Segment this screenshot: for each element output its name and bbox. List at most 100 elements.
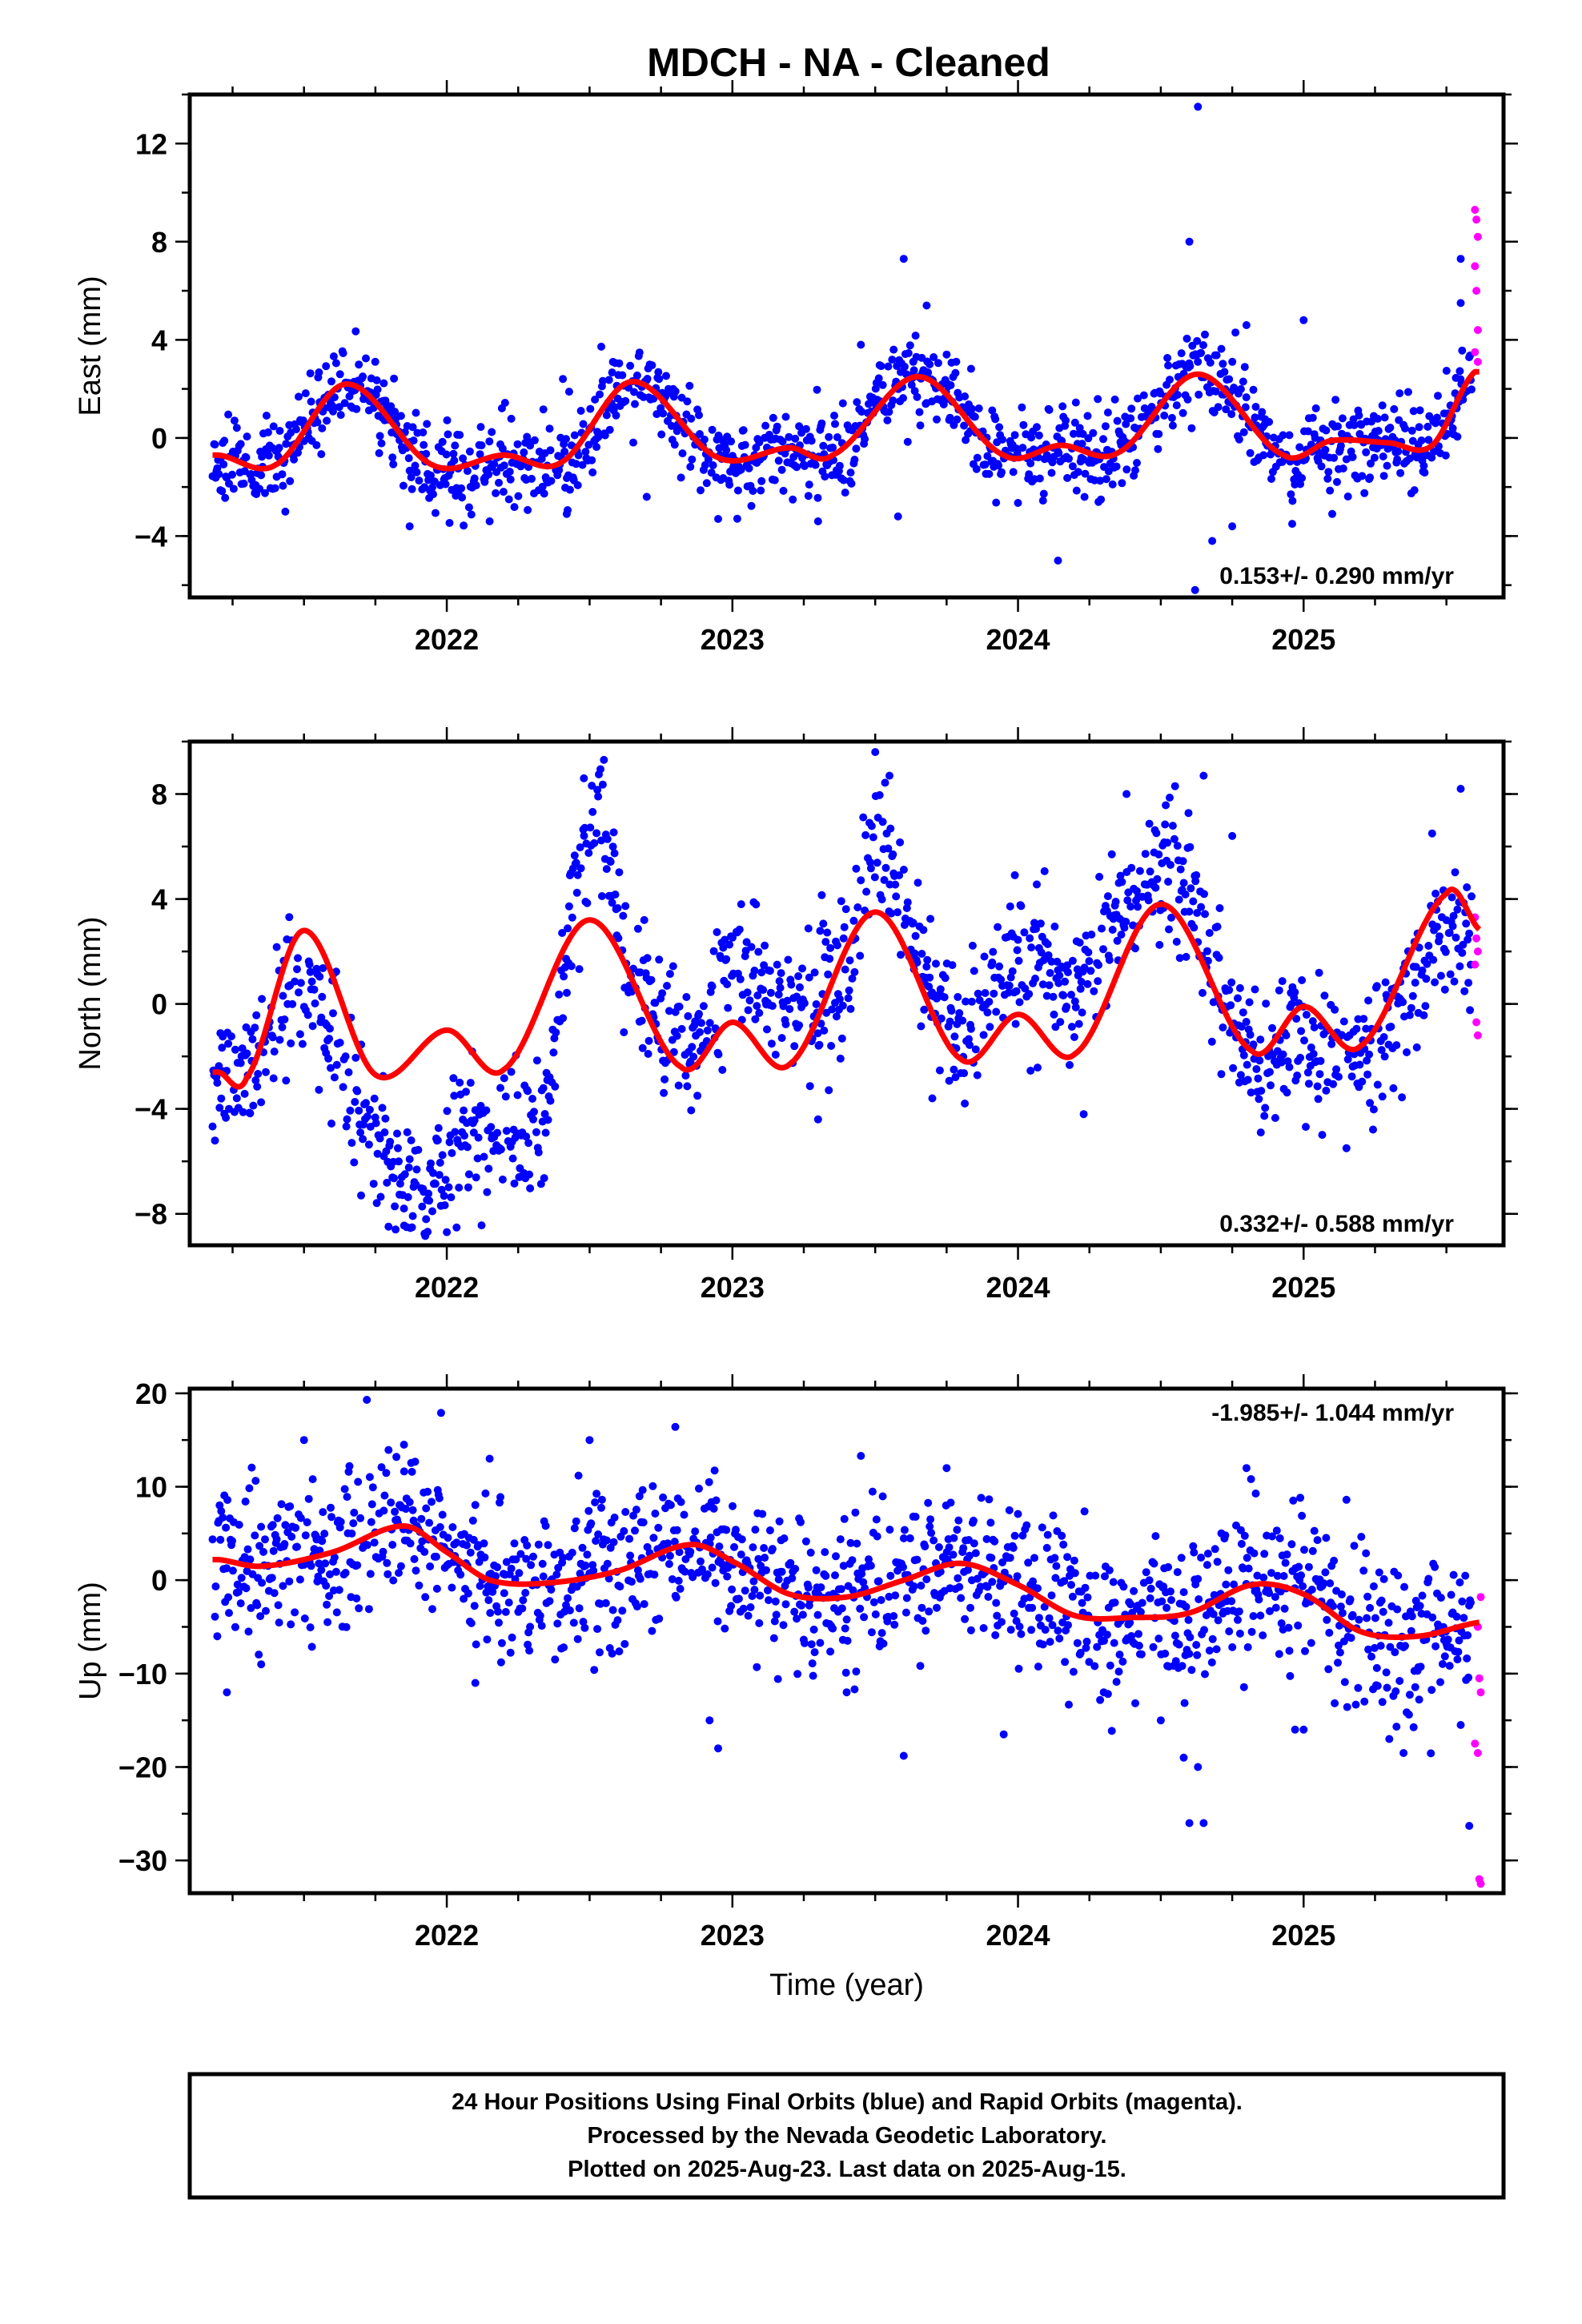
final-orbit-point xyxy=(391,1202,400,1211)
final-orbit-point xyxy=(751,1015,760,1023)
final-orbit-point xyxy=(1277,1058,1286,1067)
final-orbit-point xyxy=(318,1537,327,1546)
final-orbit-point xyxy=(1427,1749,1435,1758)
final-orbit-point xyxy=(668,1575,677,1583)
final-orbit-point xyxy=(1405,454,1414,463)
final-orbit-point xyxy=(1045,1614,1054,1622)
final-orbit-point xyxy=(806,1548,815,1557)
final-orbit-point xyxy=(1362,1549,1371,1558)
final-orbit-point xyxy=(648,1482,657,1490)
final-orbit-point xyxy=(909,919,917,927)
final-orbit-point xyxy=(1285,1063,1294,1072)
final-orbit-point xyxy=(528,1095,536,1103)
final-orbit-point xyxy=(347,1139,356,1148)
final-orbit-point xyxy=(1146,1584,1155,1593)
final-orbit-point xyxy=(255,485,264,493)
final-orbit-point xyxy=(615,1647,624,1656)
final-orbit-point xyxy=(713,928,721,936)
final-orbit-point xyxy=(376,1192,385,1201)
final-orbit-point xyxy=(1151,1532,1160,1541)
final-orbit-point xyxy=(1464,1631,1472,1639)
final-orbit-point xyxy=(1281,1558,1290,1567)
final-orbit-point xyxy=(1046,1638,1054,1647)
final-orbit-point xyxy=(419,428,428,436)
final-orbit-point xyxy=(777,1567,786,1576)
final-orbit-point xyxy=(1307,1043,1315,1051)
final-orbit-point xyxy=(896,838,905,846)
final-orbit-point xyxy=(1213,923,1222,931)
final-orbit-point xyxy=(746,1603,755,1611)
final-orbit-point xyxy=(470,1602,479,1610)
final-orbit-point xyxy=(1134,1642,1143,1650)
final-orbit-point xyxy=(388,1541,397,1549)
final-orbit-point xyxy=(1081,469,1090,478)
final-orbit-point xyxy=(655,955,664,964)
final-orbit-point xyxy=(1332,1065,1341,1074)
final-orbit-point xyxy=(775,977,784,986)
final-orbit-point xyxy=(985,997,994,1006)
final-orbit-point xyxy=(770,1617,779,1626)
final-orbit-point xyxy=(651,999,660,1007)
final-orbit-point xyxy=(391,1225,400,1234)
final-orbit-point xyxy=(1300,1036,1308,1045)
rapid-orbit-point xyxy=(1471,960,1480,969)
final-orbit-point xyxy=(961,1100,970,1108)
final-orbit-point xyxy=(926,1522,934,1531)
final-orbit-point xyxy=(340,1485,349,1494)
final-orbit-point xyxy=(899,1562,907,1571)
final-orbit-point xyxy=(749,1543,757,1552)
final-orbit-point xyxy=(586,404,595,413)
final-orbit-point xyxy=(630,388,638,396)
final-orbit-point xyxy=(1458,346,1467,355)
final-orbit-point xyxy=(848,1556,857,1565)
final-orbit-point xyxy=(632,1506,640,1514)
final-orbit-point xyxy=(395,1569,403,1578)
x-tick-label: 2022 xyxy=(415,1271,479,1304)
final-orbit-point xyxy=(765,1596,773,1605)
final-orbit-point xyxy=(1191,585,1199,594)
final-orbit-point xyxy=(1038,980,1047,989)
final-orbit-point xyxy=(500,1589,508,1598)
final-orbit-point xyxy=(591,396,600,404)
final-orbit-point xyxy=(1075,424,1084,432)
final-orbit-point xyxy=(811,460,820,469)
final-orbit-point xyxy=(218,1043,227,1052)
final-orbit-point xyxy=(608,1649,616,1658)
final-orbit-point xyxy=(363,1541,371,1550)
final-orbit-point xyxy=(515,1569,524,1578)
y-axis-label: Up (mm) xyxy=(74,1582,107,1700)
final-orbit-point xyxy=(777,969,785,978)
final-orbit-point xyxy=(619,911,628,920)
final-orbit-point xyxy=(280,1540,289,1548)
final-orbit-point xyxy=(1443,1635,1452,1644)
final-orbit-point xyxy=(282,440,291,448)
final-orbit-point xyxy=(581,448,590,456)
final-orbit-point xyxy=(629,1511,637,1520)
final-orbit-point xyxy=(1243,1060,1251,1069)
final-orbit-point xyxy=(665,1560,673,1568)
final-orbit-point xyxy=(1080,963,1089,972)
final-orbit-point xyxy=(465,447,474,456)
final-orbit-point xyxy=(861,435,869,444)
final-orbit-point xyxy=(1338,414,1347,423)
final-orbit-point xyxy=(739,1604,748,1613)
final-orbit-point xyxy=(1166,794,1174,802)
footer-line-2: Processed by the Nevada Geodetic Laborat… xyxy=(588,2123,1107,2149)
final-orbit-point xyxy=(926,360,934,368)
final-orbit-point xyxy=(983,1582,992,1591)
final-orbit-point xyxy=(867,822,876,830)
final-orbit-point xyxy=(392,1453,401,1462)
rapid-orbit-point xyxy=(1471,262,1480,271)
final-orbit-point xyxy=(1239,428,1248,436)
final-orbit-point xyxy=(594,1530,603,1538)
final-orbit-point xyxy=(658,989,667,998)
final-orbit-point xyxy=(1338,1609,1347,1618)
final-orbit-point xyxy=(1194,103,1203,111)
final-orbit-point xyxy=(1251,1490,1260,1498)
final-orbit-point xyxy=(1061,1658,1070,1667)
final-orbit-point xyxy=(1227,978,1236,987)
final-orbit-point xyxy=(435,1494,444,1502)
final-orbit-point xyxy=(429,490,437,499)
final-orbit-point xyxy=(643,954,652,963)
final-orbit-point xyxy=(1122,918,1130,926)
